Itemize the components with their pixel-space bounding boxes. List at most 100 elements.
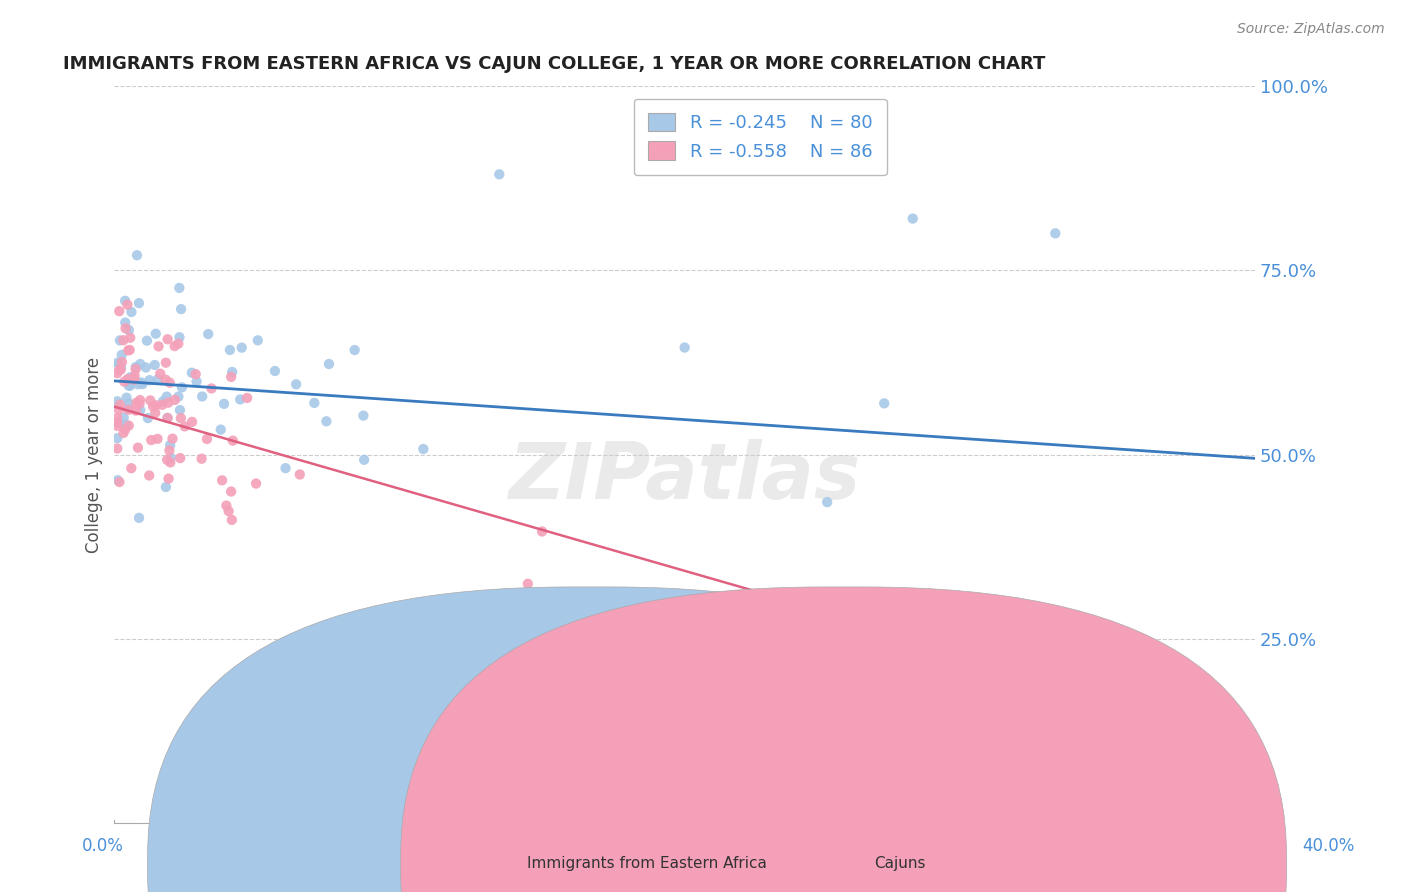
Point [128,296,150,310]
Legend: R = -0.245    N = 80, R = -0.558    N = 86: R = -0.245 N = 80, R = -0.558 N = 86 [634,98,887,175]
Point [114,316,136,330]
Text: Source: ZipAtlas.com: Source: ZipAtlas.com [1237,22,1385,37]
Point [129,403,152,417]
Point [315,414,337,428]
Point [200,381,222,395]
Point [343,343,366,357]
Point [155,373,177,387]
Point [145,326,167,341]
Point [163,339,186,353]
Point [120,370,142,384]
Point [117,402,139,417]
Point [152,394,174,409]
Point [117,343,139,358]
Point [209,423,232,437]
Point [105,442,128,456]
Point [163,392,186,407]
Point [120,305,142,319]
Point [118,378,141,392]
Point [195,432,218,446]
Point [873,396,896,410]
Point [219,370,242,384]
Point [616,590,638,604]
Point [118,323,141,337]
Point [169,281,191,295]
Point [108,334,131,348]
Point [274,461,297,475]
Point [146,372,169,386]
Point [135,360,157,375]
Point [105,366,128,380]
Point [353,452,375,467]
Point [111,355,134,369]
Point [120,461,142,475]
Point [142,400,165,414]
Point [170,411,193,425]
Text: 0.0%: 0.0% [82,837,124,855]
Point [138,468,160,483]
Point [112,425,135,440]
Point [105,431,128,445]
Point [105,415,128,429]
Point [219,484,242,499]
Point [245,476,267,491]
Point [108,398,131,412]
Point [115,418,138,433]
Text: ZIPatlas: ZIPatlas [509,439,860,515]
Point [122,373,145,387]
Point [114,321,136,335]
Point [162,432,184,446]
Point [218,504,240,518]
Point [117,298,139,312]
Point [105,418,128,433]
Point [112,333,135,347]
Point [169,451,191,466]
Point [114,293,136,308]
Point [169,403,191,417]
Point [180,366,202,380]
Point [231,341,253,355]
Point [352,409,374,423]
Point [112,375,135,389]
Text: Cajuns: Cajuns [875,856,925,871]
Point [136,411,159,425]
Point [111,348,134,362]
Text: Immigrants from Eastern Africa: Immigrants from Eastern Africa [527,856,766,871]
Point [129,392,152,407]
Point [155,356,177,370]
Point [108,362,131,376]
Point [124,368,146,383]
Point [236,391,259,405]
Point [531,524,554,539]
Point [673,341,696,355]
Point [108,475,131,489]
Point [215,499,238,513]
Point [901,211,924,226]
Point [222,434,245,448]
Point [139,393,162,408]
Point [1045,227,1067,241]
Point [191,389,214,403]
Point [108,416,131,430]
Point [125,248,148,262]
Point [118,343,141,357]
Point [155,480,177,494]
Point [146,432,169,446]
Point [221,513,243,527]
Point [157,443,180,458]
Point [143,406,166,420]
Point [156,332,179,346]
Point [118,396,141,410]
Point [157,472,180,486]
Point [131,377,153,392]
Point [264,364,287,378]
Point [107,357,129,371]
Point [107,356,129,370]
Point [108,304,131,318]
Point [156,453,179,467]
Point [145,398,167,412]
Point [117,401,139,416]
Point [149,367,172,381]
Point [148,339,170,353]
Point [138,373,160,387]
